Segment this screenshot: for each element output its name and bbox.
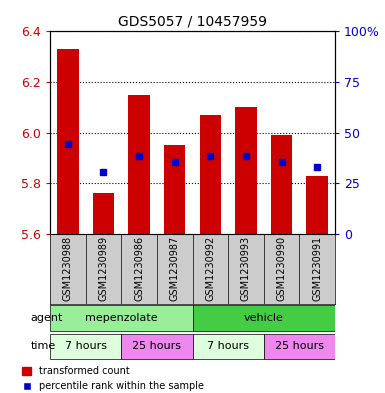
Text: GSM1230991: GSM1230991 bbox=[312, 236, 322, 301]
Bar bbox=[50, 305, 192, 331]
Text: 25 hours: 25 hours bbox=[132, 342, 181, 351]
Text: GSM1230988: GSM1230988 bbox=[63, 236, 73, 301]
Bar bbox=[164, 145, 186, 234]
Text: vehicle: vehicle bbox=[244, 313, 284, 323]
Bar bbox=[192, 334, 264, 359]
Text: GSM1230987: GSM1230987 bbox=[170, 236, 180, 301]
Bar bbox=[57, 49, 79, 234]
Bar bbox=[192, 305, 335, 331]
Text: 25 hours: 25 hours bbox=[275, 342, 324, 351]
Text: GSM1230993: GSM1230993 bbox=[241, 236, 251, 301]
Bar bbox=[121, 334, 192, 359]
Legend: transformed count, percentile rank within the sample: transformed count, percentile rank withi… bbox=[18, 363, 208, 393]
Bar bbox=[93, 193, 114, 234]
Bar bbox=[50, 334, 121, 359]
Bar bbox=[264, 334, 335, 359]
Text: agent: agent bbox=[30, 313, 63, 323]
Text: 7 hours: 7 hours bbox=[65, 342, 107, 351]
Text: GSM1230992: GSM1230992 bbox=[205, 236, 215, 301]
Bar bbox=[271, 135, 292, 234]
Bar bbox=[128, 95, 150, 234]
Text: GSM1230990: GSM1230990 bbox=[276, 236, 286, 301]
Text: 7 hours: 7 hours bbox=[207, 342, 249, 351]
Text: mepenzolate: mepenzolate bbox=[85, 313, 157, 323]
Text: GSM1230986: GSM1230986 bbox=[134, 236, 144, 301]
Bar bbox=[306, 176, 328, 234]
Bar bbox=[199, 115, 221, 234]
Text: GSM1230989: GSM1230989 bbox=[99, 236, 109, 301]
Title: GDS5057 / 10457959: GDS5057 / 10457959 bbox=[118, 15, 267, 29]
Bar bbox=[235, 107, 257, 234]
Text: time: time bbox=[30, 342, 56, 351]
